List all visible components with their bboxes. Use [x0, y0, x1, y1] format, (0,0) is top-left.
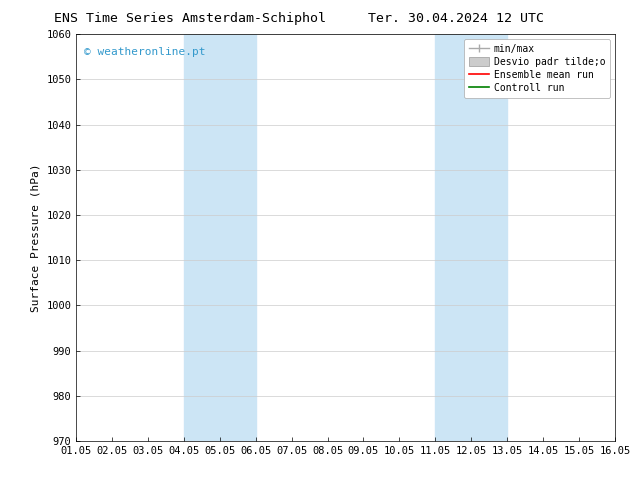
Y-axis label: Surface Pressure (hPa): Surface Pressure (hPa): [30, 163, 41, 312]
Bar: [436, 34, 507, 441]
Bar: [184, 34, 256, 441]
Legend: min/max, Desvio padr tilde;o, Ensemble mean run, Controll run: min/max, Desvio padr tilde;o, Ensemble m…: [465, 39, 610, 98]
Text: Ter. 30.04.2024 12 UTC: Ter. 30.04.2024 12 UTC: [368, 12, 545, 25]
Text: ENS Time Series Amsterdam-Schiphol: ENS Time Series Amsterdam-Schiphol: [54, 12, 327, 25]
Text: © weatheronline.pt: © weatheronline.pt: [84, 47, 205, 56]
